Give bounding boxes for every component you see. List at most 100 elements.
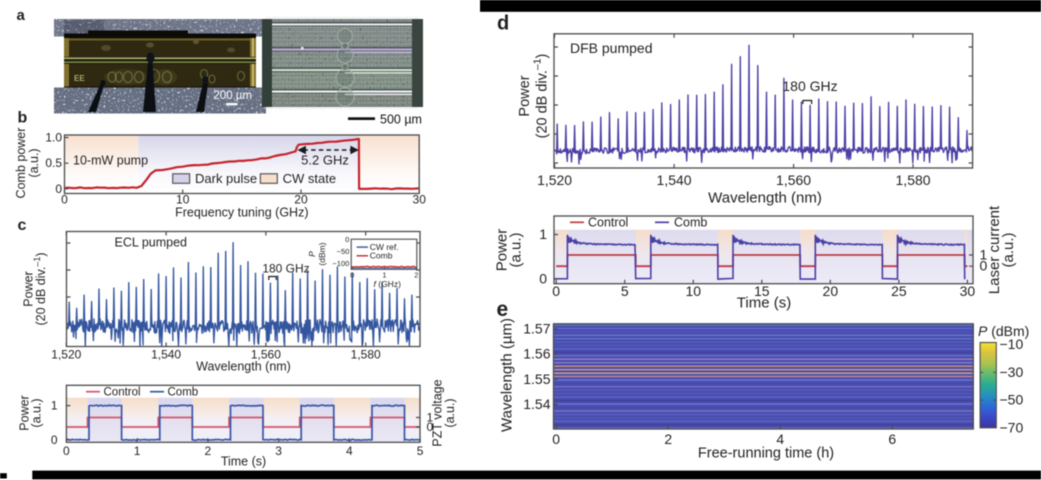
svg-text:30: 30 (960, 283, 976, 299)
svg-text:Wavelength (nm): Wavelength (nm) (196, 360, 291, 374)
svg-text:Power: Power (18, 395, 32, 430)
svg-text:(dBm): (dBm) (317, 242, 327, 265)
svg-text:1: 1 (382, 271, 386, 280)
svg-text:1: 1 (427, 411, 434, 425)
svg-text:1: 1 (980, 247, 988, 263)
svg-text:1.55: 1.55 (523, 371, 550, 387)
svg-text:(20 dB div.–1): (20 dB div.–1) (532, 54, 551, 139)
svg-text:0: 0 (345, 235, 349, 244)
svg-text:−70: −70 (1000, 419, 1024, 435)
svg-text:Time (s): Time (s) (221, 455, 266, 469)
svg-text:CW ref.: CW ref. (370, 242, 399, 252)
svg-text:Power: Power (517, 75, 533, 116)
svg-text:1,580: 1,580 (896, 172, 931, 188)
svg-text:−50: −50 (1000, 392, 1024, 408)
svg-text:30: 30 (413, 193, 427, 207)
svg-text:Control: Control (588, 216, 628, 230)
svg-text:0: 0 (51, 433, 58, 447)
svg-text:4: 4 (346, 444, 353, 458)
svg-text:PZT voltage: PZT voltage (431, 379, 445, 446)
svg-text:0: 0 (61, 193, 68, 207)
svg-text:0: 0 (539, 270, 547, 286)
svg-text:Power: Power (22, 271, 36, 306)
svg-text:−10: −10 (1000, 336, 1024, 352)
svg-text:2: 2 (414, 271, 418, 280)
svg-text:1,540: 1,540 (151, 347, 181, 361)
svg-text:4: 4 (776, 431, 784, 447)
svg-text:1.54: 1.54 (523, 396, 550, 412)
svg-text:Comb power: Comb power (14, 128, 28, 199)
svg-text:10: 10 (176, 193, 190, 207)
svg-text:e: e (497, 298, 509, 321)
svg-text:0: 0 (980, 258, 988, 274)
svg-text:Frequency tuning (GHz): Frequency tuning (GHz) (175, 206, 308, 220)
svg-text:1,540: 1,540 (657, 172, 692, 188)
svg-text:20: 20 (294, 193, 308, 207)
svg-text:Dark pulse: Dark pulse (195, 171, 257, 186)
svg-text:a: a (17, 7, 26, 24)
svg-text:1.0: 1.0 (45, 131, 62, 145)
svg-text:(a.u.): (a.u.) (508, 232, 525, 267)
svg-text:c: c (18, 217, 27, 234)
svg-text:0: 0 (552, 431, 560, 447)
svg-text:P (dBm): P (dBm) (978, 323, 1029, 339)
svg-text:0.5: 0.5 (45, 156, 62, 170)
svg-text:Time (s): Time (s) (737, 295, 791, 312)
svg-text:1.57: 1.57 (523, 321, 550, 337)
svg-text:0: 0 (350, 271, 354, 280)
svg-text:1,580: 1,580 (351, 347, 381, 361)
svg-text:f (GHz): f (GHz) (374, 279, 402, 289)
svg-text:1,560: 1,560 (251, 347, 281, 361)
svg-text:ECL pumped: ECL pumped (115, 236, 188, 250)
svg-text:−100: −100 (332, 259, 349, 268)
svg-text:1,560: 1,560 (776, 172, 811, 188)
svg-text:Laser current: Laser current (986, 205, 1003, 294)
svg-text:Comb: Comb (168, 387, 199, 399)
svg-text:3: 3 (275, 444, 282, 458)
svg-text:180 GHz: 180 GHz (262, 262, 309, 276)
svg-text:5: 5 (621, 283, 629, 299)
svg-text:(a.u.): (a.u.) (27, 148, 41, 177)
svg-text:500 µm: 500 µm (380, 113, 422, 127)
svg-text:−30: −30 (1000, 364, 1024, 380)
svg-text:1: 1 (134, 444, 141, 458)
svg-text:Free-running time (h): Free-running time (h) (698, 446, 834, 462)
svg-text:1,520: 1,520 (51, 347, 81, 361)
svg-text:P: P (307, 251, 317, 257)
svg-text:Control: Control (104, 387, 141, 399)
svg-text:DFB pumped: DFB pumped (570, 40, 652, 56)
svg-text:−50: −50 (337, 247, 350, 256)
svg-text:5: 5 (417, 444, 424, 458)
svg-text:1: 1 (51, 399, 58, 413)
svg-text:(a.u.): (a.u.) (30, 398, 44, 427)
svg-text:20: 20 (823, 283, 839, 299)
svg-text:(a.u.): (a.u.) (1000, 232, 1017, 267)
svg-text:1,520: 1,520 (537, 172, 572, 188)
svg-text:(a.u.): (a.u.) (443, 398, 457, 427)
svg-text:b: b (18, 110, 28, 127)
svg-text:Comb: Comb (674, 216, 707, 230)
svg-text:0: 0 (427, 420, 434, 434)
svg-text:6: 6 (888, 431, 896, 447)
svg-text:0: 0 (63, 444, 70, 458)
svg-text:Power: Power (494, 229, 511, 272)
svg-text:25: 25 (891, 283, 907, 299)
svg-text:Comb: Comb (370, 251, 393, 261)
svg-text:10-mW pump: 10-mW pump (73, 154, 148, 168)
svg-text:0: 0 (552, 283, 560, 299)
svg-text:1: 1 (539, 226, 547, 242)
svg-text:2: 2 (664, 431, 672, 447)
svg-text:2: 2 (205, 444, 212, 458)
svg-text:200 µm: 200 µm (213, 90, 252, 102)
svg-text:EE: EE (74, 74, 85, 83)
svg-text:(20 dB div.–1): (20 dB div.–1) (32, 252, 48, 325)
svg-text:180 GHz: 180 GHz (782, 78, 837, 94)
svg-text:15: 15 (754, 283, 770, 299)
svg-text:Wavelength (nm): Wavelength (nm) (708, 190, 822, 207)
svg-text:Wavelength (µm): Wavelength (µm) (499, 318, 516, 432)
svg-text:0: 0 (55, 182, 62, 196)
svg-text:CW state: CW state (283, 171, 336, 186)
svg-text:d: d (497, 13, 509, 35)
svg-text:10: 10 (685, 283, 701, 299)
svg-text:1.56: 1.56 (523, 346, 550, 362)
